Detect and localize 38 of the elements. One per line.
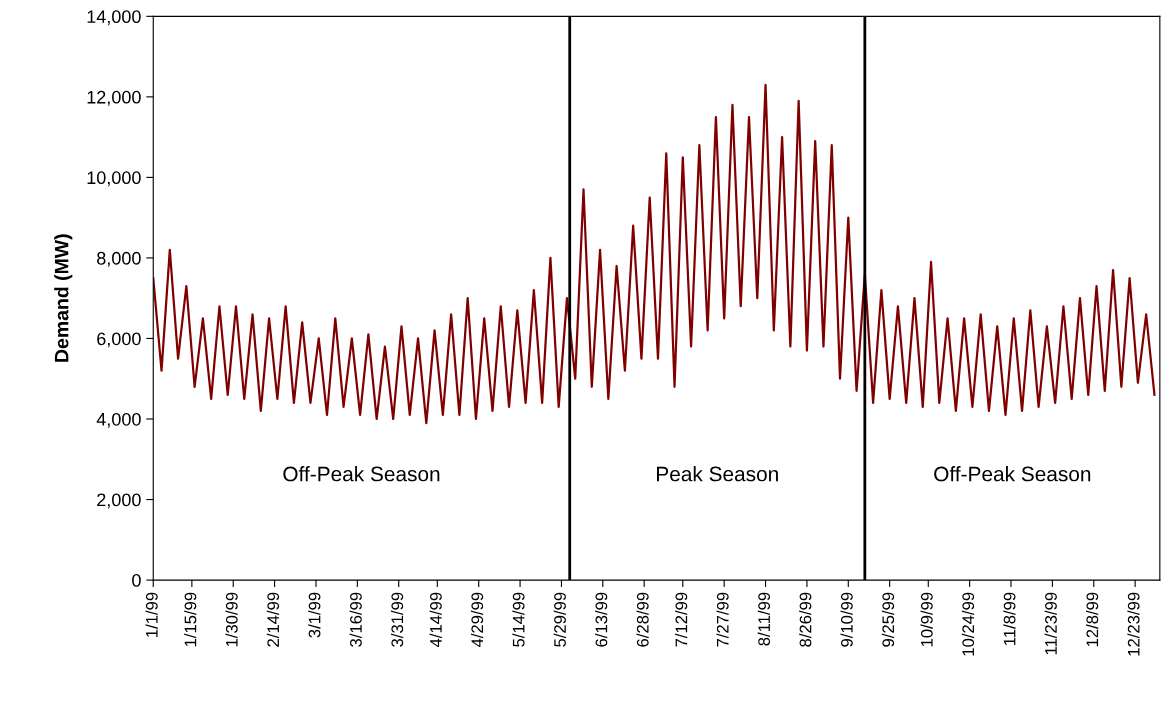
x-tick-label: 8/11/99 [757,592,771,646]
x-tick-label: 7/12/99 [675,592,688,647]
x-tick-label: 1/15/99 [184,592,197,647]
x-tick-label: 10/24/99 [961,592,975,656]
annotation: Peak Season [657,466,778,482]
x-tick-label: 5/29/99 [553,592,566,647]
y-tick-label: 14,000 [87,10,141,26]
y-tick-label: 2,000 [97,493,141,509]
x-tick-label: 1/30/99 [225,592,238,647]
x-tick-label: 7/27/99 [716,592,729,647]
x-tick-label: 3/31/99 [390,592,404,647]
annotation: Off-Peak Season [934,466,1091,482]
x-tick-label: 6/28/99 [636,592,649,647]
x-tick-label: 9/10/99 [840,592,853,647]
x-tick-label: 3/16/99 [349,592,362,647]
x-tick-label: 3/1/99 [308,592,321,638]
x-tick-label: 12/8/99 [1085,592,1099,647]
y-tick-label: 4,000 [96,412,141,428]
y-tick-label: 12,000 [87,90,141,106]
x-tick-label: 4/14/99 [429,592,442,648]
x-tick-label: 6/13/99 [595,592,608,647]
x-tick-label: 12/23/99 [1127,592,1140,656]
x-tick-label: 5/14/99 [512,592,525,647]
x-tick-label: 11/8/99 [1003,592,1016,645]
y-tick-label: 0 [132,574,141,587]
x-tick-label: 2/14/99 [266,592,280,647]
y-tick-label: 6,000 [97,332,141,348]
x-tick-label: 11/23/99 [1044,592,1057,655]
annotation: Off-Peak Season [283,466,440,482]
x-tick-label: 10/9/99 [920,592,933,647]
y-axis-title: Demand (MW) [54,234,73,362]
x-tick-label: 9/25/99 [881,592,895,647]
x-tick-label: 8/26/99 [799,592,812,647]
y-tick-label: 8,000 [97,251,141,267]
y-tick-label: 10,000 [87,171,141,187]
x-tick-label: 1/1/99 [145,592,158,637]
line-series [153,83,1156,425]
x-tick-label: 4/29/99 [470,592,484,648]
